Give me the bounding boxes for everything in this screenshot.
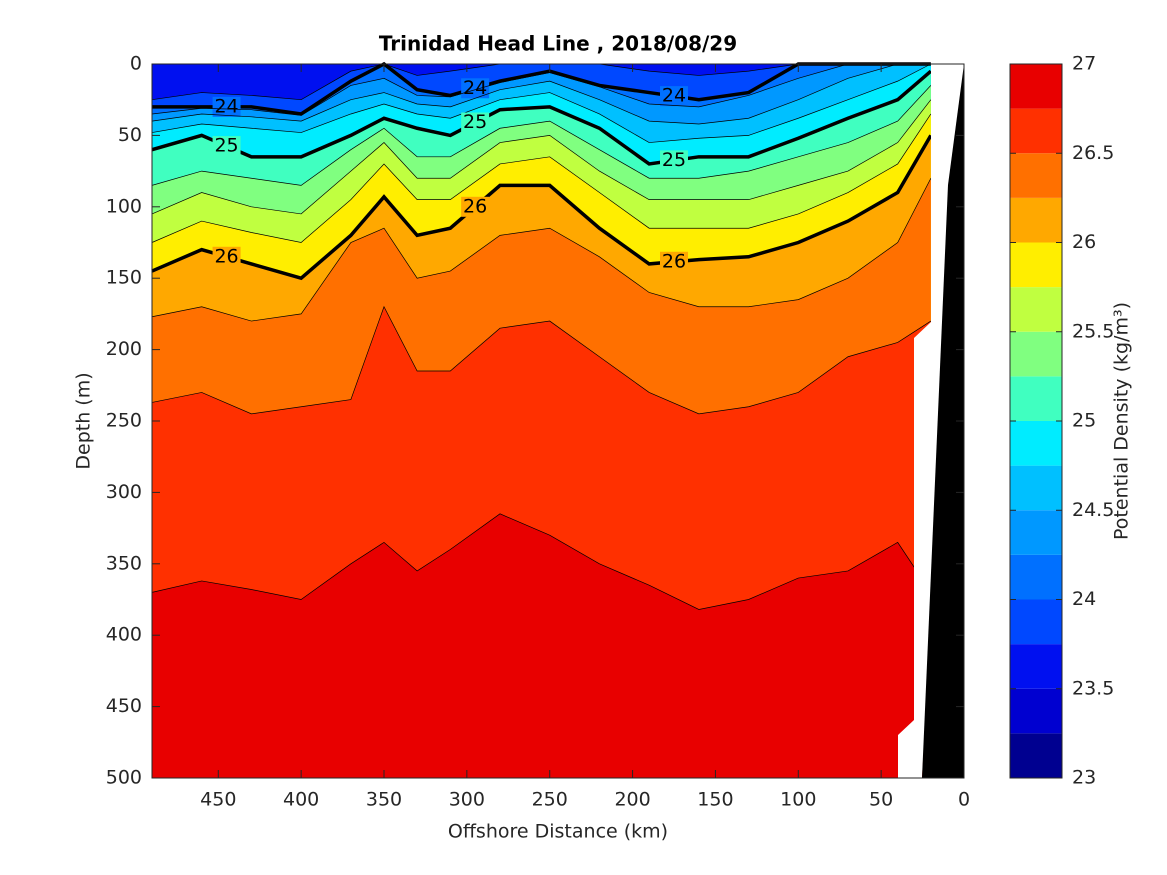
colorbar-band bbox=[1010, 465, 1062, 511]
contour-line bbox=[151, 513, 932, 610]
contour-label: 25 bbox=[662, 149, 686, 171]
colorbar-tick-label: 24 bbox=[1072, 588, 1096, 610]
density-band bbox=[152, 513, 931, 778]
contour-label: 26 bbox=[662, 250, 686, 272]
colorbar-band bbox=[1010, 421, 1062, 466]
contour-label: 24 bbox=[662, 85, 686, 107]
y-tick-label: 450 bbox=[106, 695, 142, 717]
contour-line bbox=[151, 134, 933, 281]
x-tick-label: 400 bbox=[283, 789, 319, 811]
contour-label: 26 bbox=[214, 245, 238, 267]
colorbar-band bbox=[1010, 153, 1062, 198]
contour-label-bg bbox=[461, 112, 490, 133]
colorbar-tick-label: 23 bbox=[1072, 767, 1096, 789]
contour-label: 26 bbox=[463, 195, 487, 217]
contour-label-bg bbox=[660, 150, 688, 171]
y-tick-label: 150 bbox=[106, 267, 142, 289]
y-tick-label: 400 bbox=[106, 624, 142, 646]
contour-label-bg bbox=[660, 86, 688, 107]
colorbar-band bbox=[1010, 331, 1062, 377]
y-tick-label: 250 bbox=[106, 410, 142, 432]
colorbar-band bbox=[1010, 554, 1062, 600]
contour-label-bg bbox=[212, 136, 241, 157]
contour-label-bg bbox=[212, 246, 241, 267]
contour-label-bg bbox=[461, 196, 490, 217]
y-axis-label: Depth (m) bbox=[73, 372, 95, 469]
contour-line bbox=[151, 63, 931, 125]
x-tick-label: 100 bbox=[780, 789, 816, 811]
colorbar-band bbox=[1010, 688, 1062, 734]
contour-line bbox=[151, 113, 932, 243]
colorbar-band bbox=[1010, 287, 1062, 332]
colorbar-tick-label: 23.5 bbox=[1072, 677, 1114, 699]
y-tick-label: 350 bbox=[106, 552, 142, 574]
contour-line bbox=[151, 178, 932, 322]
colorbar-band bbox=[1010, 644, 1062, 689]
colorbar-tick-label: 24.5 bbox=[1072, 499, 1114, 521]
x-tick-label: 450 bbox=[200, 789, 236, 811]
colorbar-band bbox=[1010, 197, 1062, 243]
y-tick-label: 100 bbox=[106, 195, 142, 217]
y-tick-label: 300 bbox=[106, 481, 142, 503]
contour-line bbox=[151, 63, 932, 143]
contour-label: 25 bbox=[214, 135, 238, 157]
plot-area: 24 24 24 25 25 25 26 26 26 bbox=[151, 61, 933, 779]
contour-line bbox=[151, 63, 931, 116]
contour-line bbox=[151, 99, 932, 215]
x-tick-label: 0 bbox=[958, 789, 970, 811]
colorbar-band bbox=[1010, 510, 1062, 555]
contour-line bbox=[151, 305, 932, 415]
x-tick-label: 300 bbox=[449, 789, 485, 811]
contour-label: 24 bbox=[463, 77, 487, 99]
y-tick-label: 500 bbox=[106, 767, 142, 789]
y-tick-label: 50 bbox=[118, 124, 142, 146]
colorbar-tick-label: 26.5 bbox=[1072, 142, 1114, 164]
chart-title: Trinidad Head Line , 2018/08/29 bbox=[379, 32, 737, 56]
colorbar-band bbox=[1010, 599, 1062, 645]
y-tick-label: 200 bbox=[106, 338, 142, 360]
contour-label-bg bbox=[461, 78, 490, 99]
contour-label-bg bbox=[212, 96, 241, 117]
colorbar-band bbox=[1010, 733, 1062, 778]
contour-line bbox=[151, 85, 932, 186]
colorbar-tick-label: 25.5 bbox=[1072, 320, 1114, 342]
contour-label: 24 bbox=[214, 95, 238, 117]
sea-floor bbox=[922, 64, 964, 778]
colorbar-band bbox=[1010, 64, 1062, 109]
colorbar-tick-label: 25 bbox=[1072, 410, 1096, 432]
x-tick-label: 50 bbox=[869, 789, 893, 811]
x-axis-label: Offshore Distance (km) bbox=[448, 821, 668, 843]
colorbar-band bbox=[1010, 376, 1062, 421]
colorbar-tick-label: 26 bbox=[1072, 231, 1096, 253]
contour-line bbox=[151, 69, 932, 166]
x-tick-label: 250 bbox=[532, 789, 568, 811]
colorbar-tick-label: 27 bbox=[1072, 53, 1096, 75]
colorbar-label: Potential Density (kg/m³) bbox=[1111, 302, 1133, 540]
x-tick-label: 150 bbox=[697, 789, 733, 811]
contour-label: 25 bbox=[463, 111, 487, 133]
colorbar-band bbox=[1010, 108, 1062, 154]
x-tick-label: 200 bbox=[614, 789, 650, 811]
contour-label-bg bbox=[660, 251, 688, 272]
colorbar-band bbox=[1010, 242, 1062, 288]
y-tick-label: 0 bbox=[130, 53, 142, 75]
x-tick-label: 350 bbox=[366, 789, 402, 811]
